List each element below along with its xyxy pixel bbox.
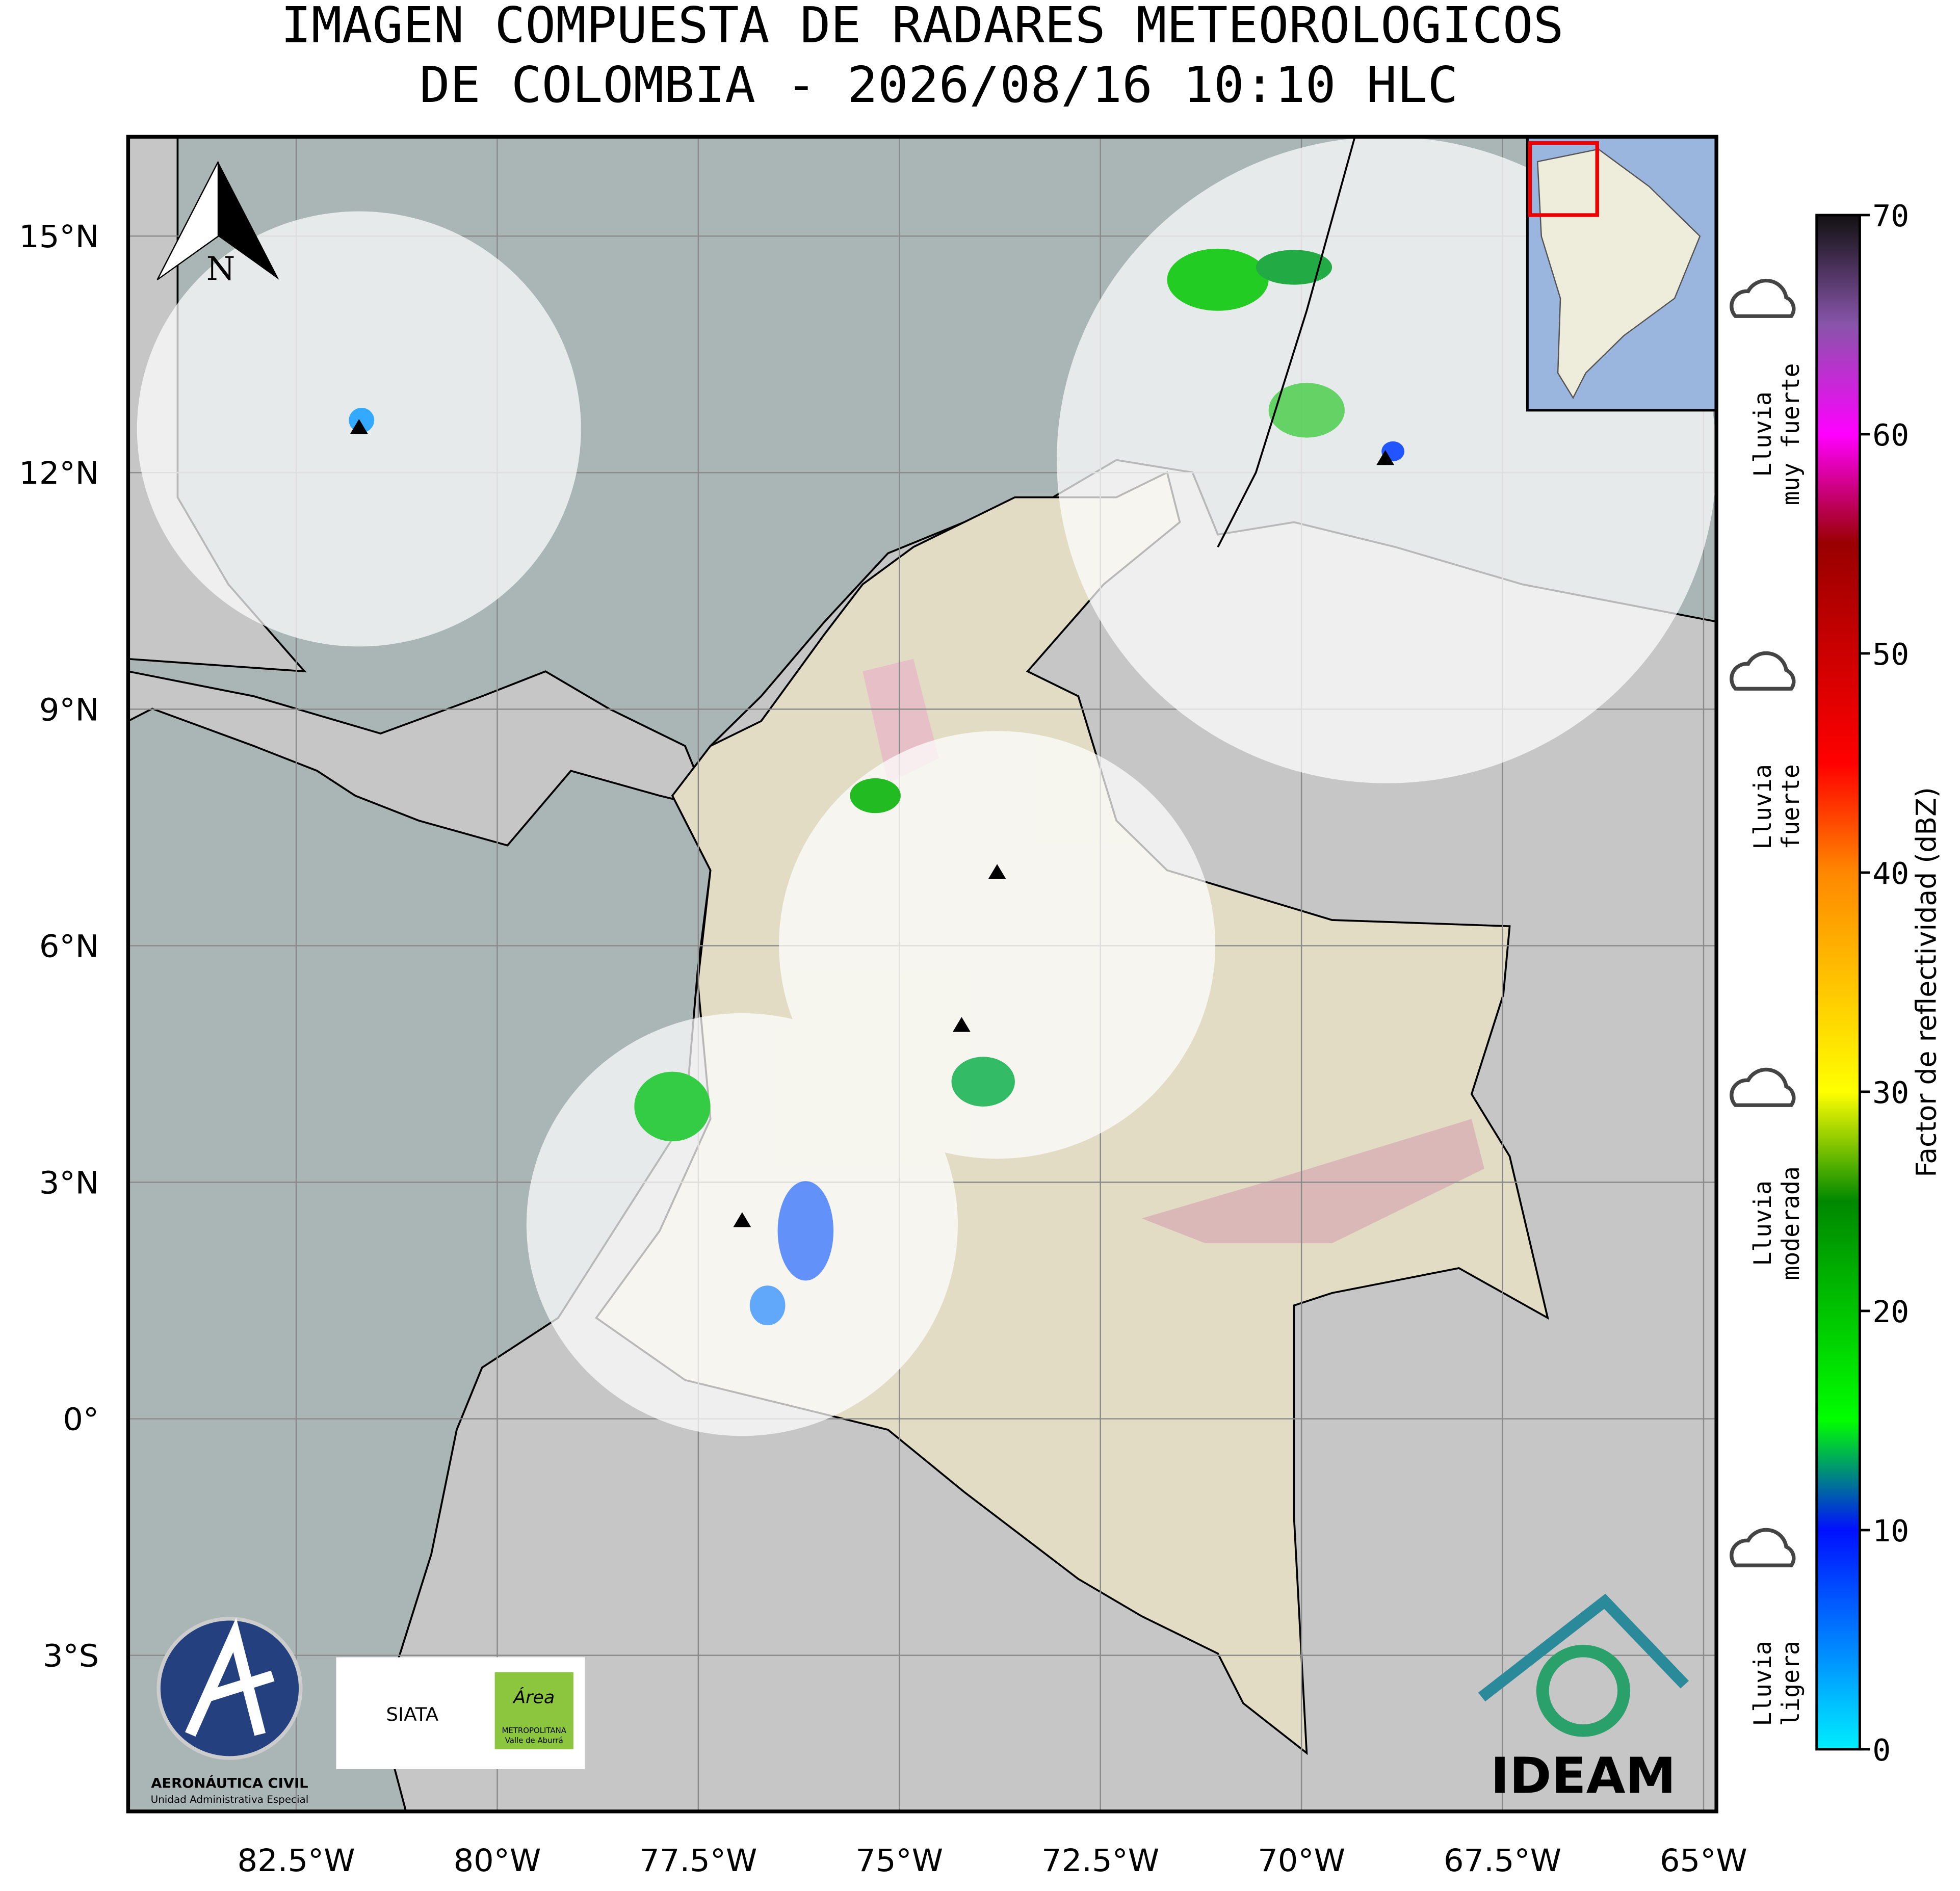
legend-text: moderada (1778, 1166, 1806, 1280)
x-tick-label: 67.5°W (1444, 1843, 1561, 1879)
logo-text: AERONÁUTICA CIVIL (151, 1775, 308, 1792)
cloud-icon (1730, 1528, 1796, 1567)
legend-item: Lluvia ligera (1730, 1528, 1806, 1726)
radar-site (1376, 450, 1395, 465)
colorbar-tick-label: 40 (1872, 856, 1909, 890)
y-tick-label: 9°N (39, 692, 99, 728)
x-tick-label: 77.5°W (639, 1843, 757, 1879)
colorbar-tick-label: 20 (1872, 1294, 1909, 1329)
legend-text: Lluvia (1749, 764, 1778, 849)
logo-text: Área (512, 1687, 555, 1708)
title-line: IMAGEN COMPUESTA DE RADARES METEOROLOGIC… (281, 0, 1564, 55)
ideam-swirl (1536, 1645, 1630, 1737)
land (128, 670, 712, 847)
colorbar-tick-label: 60 (1872, 417, 1909, 452)
cloud-icon (1730, 1067, 1796, 1107)
colorbar-tick-label: 10 (1872, 1513, 1909, 1548)
x-tick-label: 70°W (1258, 1843, 1345, 1879)
legend-text: fuerte (1778, 764, 1806, 849)
radar-sites (350, 419, 1395, 1227)
legend-text: ligera (1778, 1641, 1806, 1726)
title-line: DE COLOMBIA - 2026/08/16 10:10 HLC (420, 57, 1458, 114)
x-tick-label: 65°W (1660, 1843, 1747, 1879)
echo (1167, 248, 1269, 311)
y-tick-label: 3°N (39, 1165, 99, 1201)
x-tick-label: 72.5°W (1041, 1843, 1159, 1879)
legend-item: Lluvia muy fuerte (1730, 278, 1806, 506)
logo-text: METROPOLITANA (502, 1726, 566, 1735)
map: N AERONÁUTICA CIVIL Unidad Administrativ… (128, 137, 1717, 1811)
legend-text: muy fuerte (1778, 363, 1806, 506)
echo (749, 1285, 786, 1326)
logo-text: Unidad Administrativa Especial (151, 1794, 309, 1805)
radar-site (988, 864, 1006, 879)
logo-ideam: IDEAM (1478, 1593, 1689, 1805)
logo-box (494, 1672, 573, 1749)
axis-ticks: 82.5°W 80°W 77.5°W 75°W 72.5°W 70°W 67.5°W 65°W… (19, 219, 1747, 1879)
logo-siata: SIATA Área METROPOLITANA Valle de Aburrá (336, 1657, 585, 1769)
cloud-icon (1730, 651, 1796, 691)
colorbar-tick-label: 70 (1872, 198, 1909, 233)
legend-text: Lluvia (1749, 1641, 1778, 1726)
x-tick-label: 82.5°W (238, 1843, 355, 1879)
map-frame (126, 135, 1718, 1814)
legend-text: Lluvia (1749, 391, 1778, 477)
y-tick-label: 6°N (39, 928, 99, 964)
logo-text: Valle de Aburrá (505, 1737, 563, 1745)
cloud-icon (1730, 278, 1796, 318)
x-tick-label: 80°W (454, 1843, 541, 1879)
colorbar-tick-label: 30 (1872, 1075, 1909, 1110)
y-tick-label: 15°N (19, 219, 99, 255)
ideam-roof (1478, 1593, 1689, 1702)
echo (777, 1181, 834, 1281)
legend-item: Lluvia moderada (1730, 1067, 1806, 1280)
logo-text: IDEAM (1491, 1747, 1676, 1805)
logo-aero: AERONÁUTICA CIVIL Unidad Administrativa … (151, 1617, 309, 1805)
colorbar-tick-label: 0 (1872, 1732, 1891, 1767)
echo (1268, 383, 1345, 438)
colorbar-ticks: 0 10 20 30 40 50 60 70 (1860, 198, 1909, 1768)
radar-circle (779, 731, 1216, 1159)
inset-extent (1528, 141, 1599, 217)
rain-echoes (349, 248, 1404, 1326)
logo-text: SIATA (386, 1703, 438, 1725)
echo (951, 1057, 1015, 1107)
y-tick-label: 12°N (19, 455, 99, 491)
echo (1256, 250, 1332, 285)
inset-land (1536, 148, 1701, 400)
legend-text: Lluvia (1749, 1180, 1778, 1266)
y-tick-label: 0° (63, 1401, 99, 1437)
region-tint (1141, 1119, 1484, 1244)
colorbar (1815, 214, 1861, 1751)
aero-glyph (185, 1617, 275, 1737)
boundary (1217, 137, 1356, 548)
radar-site (350, 419, 368, 434)
colorbar-label: Factor de reflectividad (dBZ) (1910, 787, 1943, 1177)
colorbar-tick-label: 50 (1872, 637, 1909, 671)
legend-item: Lluvia fuerte (1730, 651, 1806, 850)
x-tick-label: 75°W (855, 1843, 943, 1879)
radar-site (952, 1017, 971, 1032)
radar-site (733, 1212, 751, 1227)
north-label: N (206, 250, 236, 287)
echo (850, 778, 901, 813)
echo (634, 1071, 711, 1142)
y-tick-label: 3°S (43, 1638, 99, 1674)
